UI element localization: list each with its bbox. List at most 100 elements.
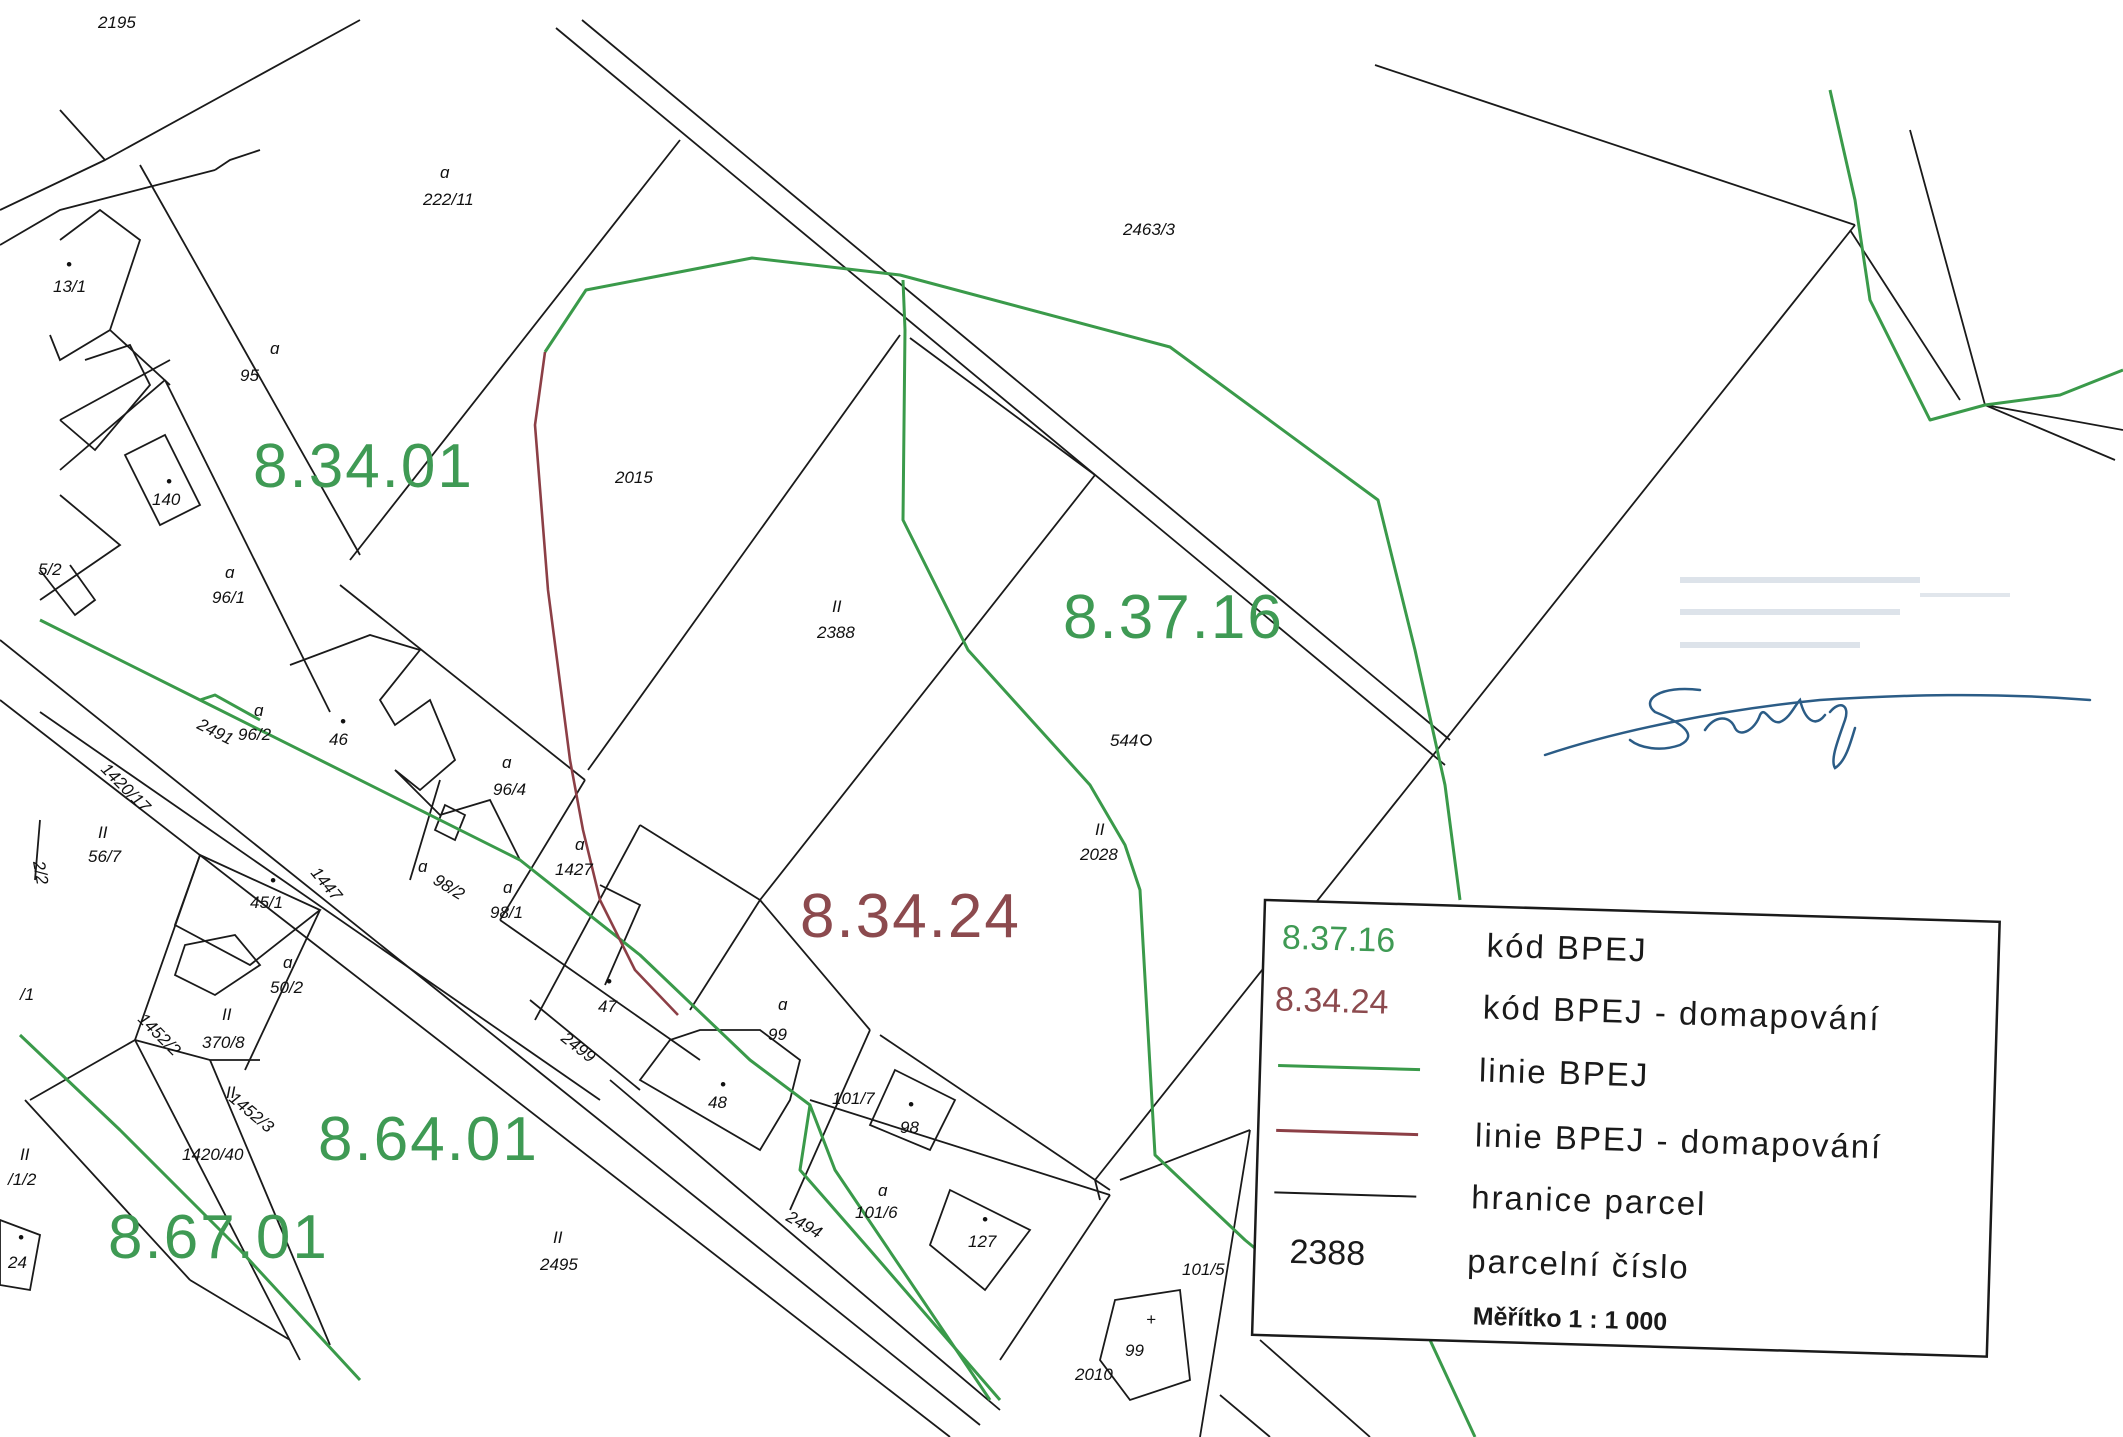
parcel-boundary xyxy=(173,934,262,997)
stamp-icon xyxy=(1680,577,2010,648)
parcel-boundaries xyxy=(0,19,2123,1437)
parcel-symbol: • xyxy=(66,255,72,274)
parcel-symbol: II xyxy=(1095,820,1105,839)
parcel-boundary xyxy=(587,334,901,771)
parcel-boundary xyxy=(1094,224,1856,1181)
parcel-symbol: • xyxy=(606,972,612,991)
parcel-boundary xyxy=(609,1079,1001,1411)
parcel-boundary xyxy=(1099,1288,1191,1402)
parcel-boundary xyxy=(34,819,41,881)
parcel-boundary xyxy=(0,169,216,246)
parcel-symbol: ɑ xyxy=(270,339,280,358)
parcel-label: 2494 xyxy=(782,1207,825,1243)
parcel-boundary xyxy=(39,564,97,617)
legend-text: linie BPEJ xyxy=(1479,1051,1650,1093)
parcel-boundary xyxy=(639,824,761,901)
parcel-label: 222/11 xyxy=(422,190,474,209)
bpej-code-domapovani: 8.34.24 xyxy=(800,882,1021,951)
parcel-label: 2195 xyxy=(97,13,136,32)
parcel-boundary xyxy=(1219,1394,1271,1437)
parcel-symbol: ɑ xyxy=(503,878,513,897)
parcel-label: 101/5 xyxy=(1182,1260,1225,1279)
bpej-code: 8.34.01 xyxy=(253,432,474,501)
parcel-boundary xyxy=(999,1194,1111,1361)
parcel-label: 2495 xyxy=(539,1255,578,1274)
legend-text: kód BPEJ xyxy=(1486,927,1648,969)
legend-box xyxy=(1250,898,2001,1358)
parcel-label: 99 xyxy=(768,1025,787,1044)
parcel-boundary xyxy=(409,779,441,881)
parcel-boundary xyxy=(809,1099,1111,1196)
bpej-line xyxy=(1428,1339,1477,1437)
parcel-symbol: ɑ xyxy=(283,953,293,972)
parcel-label: 45/1 xyxy=(250,893,283,912)
parcel-boundary xyxy=(1984,404,2116,461)
parcel-symbol: • xyxy=(18,1228,24,1247)
parcel-boundary xyxy=(759,474,1096,901)
bpej-domapovani-line xyxy=(533,351,679,1016)
parcel-label: 101/6 xyxy=(855,1203,898,1222)
parcel-symbol: II xyxy=(832,597,842,616)
parcel-label: 56/7 xyxy=(88,847,122,866)
parcel-label: 1420/40 xyxy=(182,1145,244,1164)
parcel-boundary xyxy=(349,139,681,561)
parcel-boundary xyxy=(0,699,951,1437)
parcel-label: 2491 xyxy=(193,714,236,749)
parcel-label: 2028 xyxy=(1079,845,1118,864)
parcel-boundary xyxy=(289,634,521,861)
parcel-symbol: II xyxy=(553,1228,563,1247)
parcel-symbol: II xyxy=(222,1005,232,1024)
parcel-boundary xyxy=(49,208,142,362)
parcel-boundary xyxy=(499,779,586,921)
bpej-line xyxy=(39,618,992,1401)
parcel-boundary xyxy=(0,1219,42,1292)
parcel-label: 96/2 xyxy=(238,725,272,744)
parcel-label: 127 xyxy=(968,1232,997,1251)
bpej-line xyxy=(199,693,261,722)
bpej-code: 8.64.01 xyxy=(318,1105,539,1174)
parcel-label: 5/2 xyxy=(38,560,62,579)
parcel-boundary xyxy=(1849,229,1961,401)
parcel-boundary xyxy=(928,1188,1032,1292)
parcel-boundary xyxy=(173,853,322,967)
parcel-label: 2463/3 xyxy=(1122,220,1176,239)
parcel-label: 1452/3 xyxy=(225,1089,277,1137)
parcel-boundary xyxy=(581,19,1451,741)
parcel-symbol: ɑ xyxy=(440,163,450,182)
parcel-label: 370/8 xyxy=(202,1033,245,1052)
parcel-symbol: • xyxy=(908,1095,914,1114)
bpej-line xyxy=(798,1104,1002,1401)
parcel-label: 96/4 xyxy=(493,780,526,799)
parcel-symbol: II xyxy=(226,1083,236,1102)
parcel-label: 2010 xyxy=(1074,1365,1113,1384)
parcel-label: 2015 xyxy=(614,468,653,487)
parcel-boundary xyxy=(39,711,601,1101)
parcel-boundary xyxy=(529,999,641,1091)
parcel-boundary xyxy=(139,164,361,556)
parcel-boundary xyxy=(868,1068,957,1152)
parcel-boundary xyxy=(1259,1339,1371,1437)
parcel-boundary xyxy=(134,1039,301,1361)
parcel-symbol: ɑ xyxy=(778,995,788,1014)
bpej-line xyxy=(543,256,1462,901)
parcel-boundary xyxy=(339,584,586,781)
legend: 8.37.16 kód BPEJ 8.34.24 kód BPEJ - doma… xyxy=(1250,898,2001,1358)
parcel-symbol: ɑ xyxy=(254,701,264,720)
parcel-boundary xyxy=(1909,129,2123,431)
parcel-label: 2388 xyxy=(816,623,855,642)
parcel-label: 13/1 xyxy=(53,277,86,296)
bpej-code: 8.37.16 xyxy=(1063,583,1284,652)
parcel-boundary xyxy=(1374,64,1856,226)
parcel-boundary xyxy=(1119,1129,1251,1181)
legend-text: hranice parcel xyxy=(1471,1178,1707,1222)
parcel-boundary xyxy=(499,919,701,1061)
parcel-symbol: ɑ xyxy=(878,1181,888,1200)
parcel-label: 2/2 xyxy=(29,858,52,886)
parcel-boundary xyxy=(555,27,1446,766)
parcel-boundary xyxy=(164,379,331,713)
parcel-symbol: • xyxy=(340,712,346,731)
bpej-code-labels: 8.34.01 8.37.16 8.34.24 8.64.01 8.67.01 xyxy=(108,432,1284,1272)
legend-sample-code: 8.37.16 xyxy=(1281,919,1396,960)
parcel-label: 98 xyxy=(900,1118,919,1137)
